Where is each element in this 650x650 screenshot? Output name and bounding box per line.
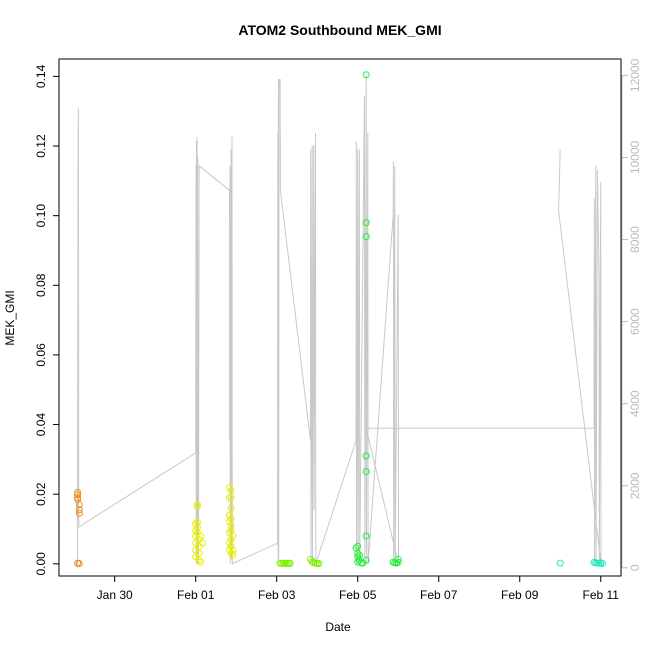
data-point-1 xyxy=(193,518,201,526)
data-point-0 xyxy=(75,560,83,567)
y2-tick-label: 12000 xyxy=(628,58,642,92)
y-tick-label: 0.08 xyxy=(34,273,48,297)
data-point-3 xyxy=(362,468,370,476)
data-point-2 xyxy=(315,560,323,567)
data-point-1 xyxy=(195,549,203,557)
data-point-4 xyxy=(598,560,606,567)
y2-tick-label: 4000 xyxy=(628,390,642,417)
data-point-1 xyxy=(227,535,235,543)
y-tick-label: 0.04 xyxy=(34,413,48,437)
y-tick-label: 0.02 xyxy=(34,482,48,506)
data-point-1 xyxy=(229,551,237,559)
y-tick-label: 0.06 xyxy=(34,343,48,367)
data-point-3 xyxy=(362,532,370,540)
x-tick-label: Feb 09 xyxy=(501,588,539,602)
data-point-3 xyxy=(394,558,402,566)
plot-frame xyxy=(58,58,622,577)
data-point-3 xyxy=(355,551,363,559)
chart-title: ATOM2 Southbound MEK_GMI xyxy=(238,22,441,38)
data-point-1 xyxy=(192,527,200,535)
data-point-3 xyxy=(362,556,370,564)
x-axis-label: Date xyxy=(325,620,351,634)
data-point-1 xyxy=(197,558,205,566)
data-point-1 xyxy=(226,539,233,547)
data-point-1 xyxy=(226,518,233,526)
x-tick-label: Feb 03 xyxy=(258,588,296,602)
x-tick-label: Feb 11 xyxy=(583,588,620,602)
data-point-4 xyxy=(556,559,564,567)
data-point-1 xyxy=(226,511,233,519)
x-tick-label: Feb 07 xyxy=(420,588,458,602)
x-tick-label: Feb 05 xyxy=(339,588,377,602)
data-point-1 xyxy=(192,520,200,528)
data-point-1 xyxy=(227,542,235,550)
y-tick-label: 0.00 xyxy=(34,552,48,576)
data-point-3 xyxy=(354,549,362,557)
data-point-1 xyxy=(229,546,237,554)
data-point-1 xyxy=(197,532,205,540)
data-point-1 xyxy=(226,546,233,554)
data-point-3 xyxy=(354,542,362,550)
data-point-1 xyxy=(227,522,235,529)
data-point-0 xyxy=(75,506,83,514)
y-tick-label: 0.14 xyxy=(34,64,48,88)
data-point-1 xyxy=(193,523,201,531)
data-point-3 xyxy=(394,555,402,563)
data-point-0 xyxy=(75,509,83,517)
data-point-0 xyxy=(74,491,82,499)
data-point-3 xyxy=(362,452,370,460)
secondary-line xyxy=(77,75,602,568)
data-point-1 xyxy=(227,515,235,523)
y-axis: 0.00 0.02 0.04 0.06 0.08 0.10 0.12 0.14 xyxy=(34,64,59,575)
data-point-1 xyxy=(226,483,233,491)
x-tick-label: Feb 01 xyxy=(177,588,215,602)
data-point-3 xyxy=(354,553,362,561)
data-point-1 xyxy=(227,549,235,557)
secondary-line-layer xyxy=(77,75,602,568)
y2-tick-label: 2000 xyxy=(628,472,642,499)
data-point-3 xyxy=(362,219,370,227)
data-point-1 xyxy=(227,487,235,495)
data-point-3 xyxy=(354,558,362,566)
y2-tick-label: 10000 xyxy=(628,140,642,174)
y-axis-label: MEK_GMI xyxy=(3,290,17,345)
data-point-2 xyxy=(286,560,294,567)
data-point-1 xyxy=(227,504,235,512)
y-tick-label: 0.10 xyxy=(34,204,48,228)
x-axis: Jan 30 Feb 01 Feb 03 Feb 05 Feb 07 Feb 09 Feb … xyxy=(97,576,620,602)
data-point-1 xyxy=(227,494,235,502)
data-point-0 xyxy=(75,501,83,509)
points-layer xyxy=(74,71,606,567)
y2-tick-label: 0 xyxy=(628,564,642,571)
y2-axis: 0 2000 4000 6000 8000 10000 12000 xyxy=(621,58,642,571)
data-point-3 xyxy=(362,233,370,241)
y-tick-label: 0.12 xyxy=(34,134,48,158)
y2-tick-label: 6000 xyxy=(628,308,642,335)
y2-tick-label: 8000 xyxy=(628,226,642,253)
data-point-1 xyxy=(229,532,237,540)
data-point-3 xyxy=(362,71,370,79)
x-tick-label: Jan 30 xyxy=(97,588,133,602)
data-point-0 xyxy=(74,488,82,496)
data-point-1 xyxy=(195,556,203,564)
data-point-1 xyxy=(199,539,206,547)
data-point-1 xyxy=(193,502,201,510)
